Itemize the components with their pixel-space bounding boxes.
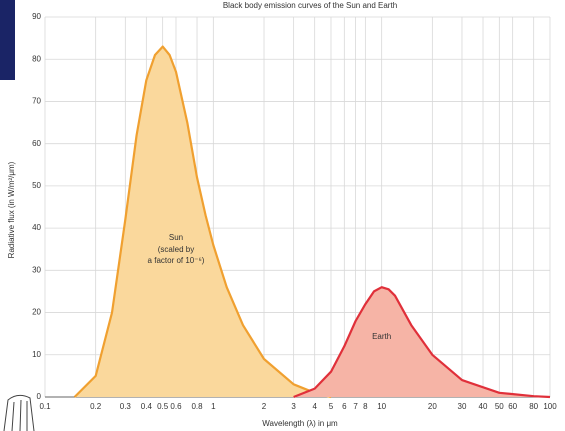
y-axis-label: Radiative flux (in W/m²/μm) [7,161,16,258]
line [73,45,332,399]
annotation: a factor of 10⁻⁶) [148,256,205,265]
y-tick-label: 60 [32,139,41,148]
x-tick-label: 80 [529,402,538,411]
x-tick-label: 40 [479,402,488,411]
x-tick-label: 4 [312,402,317,411]
x-tick-label: 30 [458,402,467,411]
x-tick-label: 0.1 [39,402,51,411]
x-tick-label: 10 [377,402,386,411]
y-tick-label: 20 [32,308,41,317]
x-tick-label: 0.5 [157,402,169,411]
y-tick-label: 90 [32,12,41,21]
y-tick-label: 70 [32,97,41,106]
line [293,286,551,399]
stump [3,394,35,431]
x-tick-label: 7 [353,402,358,411]
series-label: Sun [169,233,183,242]
y-tick-label: 50 [32,181,41,190]
x-tick-label: 0.2 [90,402,102,411]
y-tick-label: 0 [37,392,42,401]
x-tick-label: 0.4 [141,402,153,411]
area [74,46,331,397]
x-axis-label: Wavelength (λ) in μm [262,419,338,428]
x-tick-label: 60 [508,402,517,411]
x-tick-label: 2 [262,402,267,411]
y-tick-label: 10 [32,350,41,359]
x-tick-label: 20 [428,402,437,411]
area [293,287,550,397]
x-tick-label: 50 [495,402,504,411]
x-tick-label: 0.8 [191,402,203,411]
x-tick-label: 0.6 [170,402,182,411]
x-tick-label: 5 [329,402,334,411]
x-tick-label: 0.3 [120,402,132,411]
x-tick-label: 1 [211,402,216,411]
x-tick-label: 6 [342,402,347,411]
series-label: Earth [372,332,391,341]
y-tick-label: 30 [32,265,41,274]
x-tick-label: 3 [291,402,296,411]
chart-title: Black body emission curves of the Sun an… [223,1,397,10]
y-tick-label: 80 [32,54,41,63]
annotation: (scaled by [158,245,194,254]
y-tick-label: 40 [32,223,41,232]
x-tick-label: 100 [543,402,557,411]
x-tick-label: 8 [363,402,368,411]
corner-block [0,0,15,80]
